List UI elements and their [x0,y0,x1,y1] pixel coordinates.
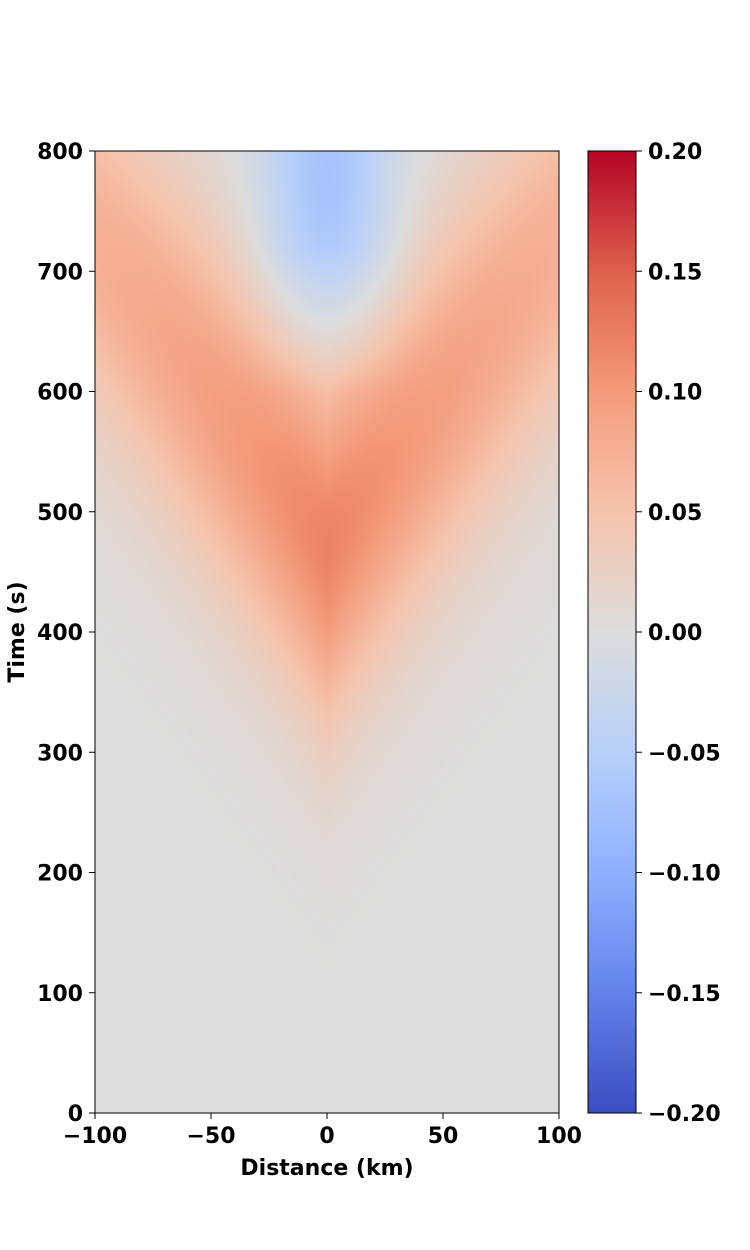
y-tick-label: 300 [37,741,83,766]
heatmap-plot: −100 −50 0 50 100 0100200300400500600700800 … [5,140,582,1181]
colorbar-tick-label: 0.10 [648,381,702,406]
y-tick-label: 0 [68,1102,83,1127]
heatmap-image [95,151,559,1113]
colorbar-tick-label: −0.15 [648,982,721,1007]
colorbar-tick-label: 0.05 [648,501,702,526]
y-tick-label: 700 [37,260,83,285]
colorbar-tick-label: −0.05 [648,741,721,766]
x-axis-label: Distance (km) [240,1156,413,1181]
y-tick-label: 200 [37,862,83,887]
x-axis: −100 −50 0 50 100 [63,1113,582,1149]
colorbar-tick-label: 0.20 [648,140,702,165]
colorbar-gradient [587,150,637,1114]
x-tick-label: −50 [186,1124,235,1149]
x-tick-label: 0 [319,1124,334,1149]
colorbar-tick-label: −0.10 [648,862,721,887]
colorbar-tick-label: 0.00 [648,621,702,646]
y-axis-label: Time (s) [5,581,30,682]
colorbar-tick-label: −0.20 [648,1102,721,1127]
y-tick-label: 600 [37,381,83,406]
colorbar: −0.20 −0.15 −0.10 −0.05 0.00 0.05 0.10 0.15 0.20 [587,140,721,1127]
colorbar-tick-label: 0.15 [648,260,702,285]
y-tick-label: 500 [37,501,83,526]
x-tick-label: −100 [63,1124,127,1149]
y-tick-label: 800 [37,140,83,165]
x-tick-label: 100 [536,1124,582,1149]
x-tick-label: 50 [428,1124,459,1149]
colorbar-axis: −0.20 −0.15 −0.10 −0.05 0.00 0.05 0.10 0.15 0.20 [636,140,721,1127]
y-axis: 0 100 200 300 400 500 600 700 800 [37,140,95,1127]
y-tick-label: 100 [37,982,83,1007]
y-tick-label: 400 [37,621,83,646]
